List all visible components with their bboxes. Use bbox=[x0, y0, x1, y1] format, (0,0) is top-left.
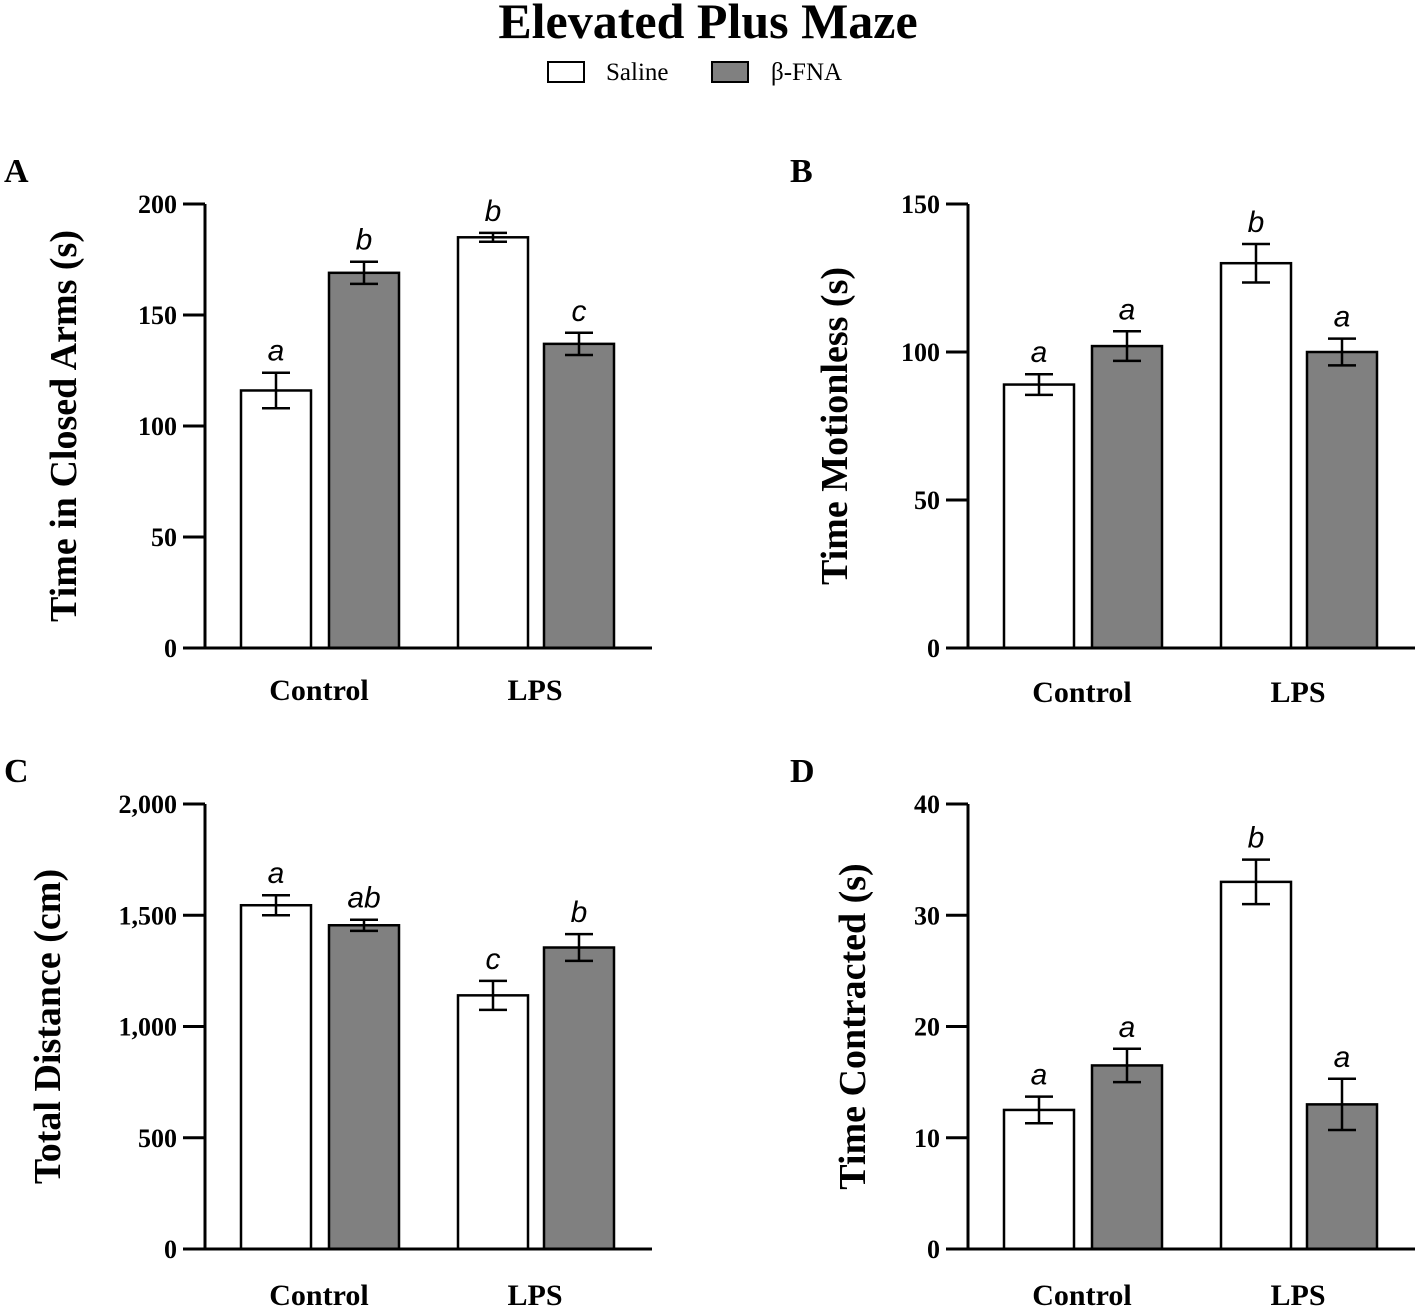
significance-label: a bbox=[1334, 1041, 1351, 1074]
panel-letter: A bbox=[4, 153, 29, 190]
bar-control-bfna bbox=[327, 924, 401, 1251]
y-tick-label: 500 bbox=[138, 1124, 177, 1153]
y-tick-label: 0 bbox=[164, 1235, 177, 1264]
error-bar bbox=[1242, 858, 1270, 906]
bar-lps-saline bbox=[1219, 261, 1293, 650]
error-bar bbox=[1328, 1077, 1356, 1132]
significance-label: a bbox=[268, 857, 285, 890]
significance-label: b bbox=[1248, 822, 1265, 855]
significance-label: a bbox=[1119, 1011, 1136, 1044]
y-tick-label: 50 bbox=[151, 523, 177, 552]
error-bar bbox=[1025, 1095, 1053, 1125]
error-bar bbox=[1328, 337, 1356, 367]
panel-letter: D bbox=[790, 753, 815, 790]
error-bar bbox=[1025, 372, 1053, 397]
x-category-label: LPS bbox=[507, 674, 562, 707]
y-tick-label: 1,000 bbox=[119, 1013, 178, 1042]
significance-label: b bbox=[1248, 206, 1265, 239]
bar-control-bfna bbox=[327, 271, 401, 650]
x-category-label: Control bbox=[1032, 676, 1131, 709]
x-category-label: Control bbox=[1032, 1279, 1131, 1310]
bar-control-saline bbox=[239, 903, 313, 1251]
bar-lps-bfna bbox=[542, 946, 616, 1251]
significance-label: ab bbox=[347, 882, 380, 915]
y-tick-label: 100 bbox=[901, 338, 940, 367]
panel-d: D Time Contracted (s) a b a a 0 10 20 30 40 Control… bbox=[790, 753, 1415, 1310]
legend-swatch-bfna bbox=[711, 61, 749, 83]
error-bar bbox=[1113, 330, 1141, 363]
error-bar bbox=[565, 932, 593, 963]
x-category-label: Control bbox=[269, 674, 368, 707]
panel-b: B Time Motionless (s) a b a a 0 50 100 150 Control… bbox=[790, 153, 1415, 709]
error-bar bbox=[350, 260, 378, 286]
y-axis-title: Time in Closed Arms (s) bbox=[43, 230, 85, 622]
error-bar bbox=[262, 371, 290, 410]
error-bar bbox=[479, 979, 507, 1012]
y-tick-label: 50 bbox=[914, 486, 940, 515]
error-bar bbox=[350, 918, 378, 933]
bar-control-bfna bbox=[1090, 344, 1164, 650]
y-tick-label: 100 bbox=[138, 412, 177, 441]
figure-title: Elevated Plus Maze bbox=[498, 0, 917, 49]
error-bar bbox=[1242, 242, 1270, 284]
x-category-label: LPS bbox=[1270, 676, 1325, 709]
significance-label: b bbox=[571, 896, 588, 929]
y-tick-label: 0 bbox=[927, 634, 940, 663]
x-category-label: Control bbox=[269, 1279, 368, 1310]
legend-label-saline: Saline bbox=[606, 59, 669, 86]
y-tick-label: 20 bbox=[914, 1013, 940, 1042]
significance-label: a bbox=[1119, 293, 1136, 326]
y-tick-label: 150 bbox=[138, 301, 177, 330]
y-tick-label: 150 bbox=[901, 190, 940, 219]
panel-a: A Time in Closed Arms (s) a b b c 0 50 100 150 200… bbox=[4, 153, 652, 707]
x-category-label: LPS bbox=[1270, 1279, 1325, 1310]
y-tick-label: 0 bbox=[164, 634, 177, 663]
bar-lps-saline bbox=[456, 236, 530, 650]
y-tick-label: 30 bbox=[914, 901, 940, 930]
significance-label: c bbox=[572, 295, 587, 328]
y-tick-label: 10 bbox=[914, 1124, 940, 1153]
error-bar bbox=[262, 893, 290, 917]
y-axis-title: Time Contracted (s) bbox=[832, 863, 874, 1189]
y-tick-label: 200 bbox=[138, 190, 177, 219]
bar-control-bfna bbox=[1090, 1064, 1164, 1251]
bar-control-saline bbox=[239, 389, 313, 650]
y-tick-label: 2,000 bbox=[119, 790, 178, 819]
bar-lps-bfna bbox=[542, 342, 616, 650]
bar-control-saline bbox=[1002, 383, 1076, 650]
y-tick-label: 0 bbox=[927, 1235, 940, 1264]
error-bar bbox=[1113, 1047, 1141, 1084]
panel-c: C Total Distance (cm) a c ab b 0 500 1,000 1,500 2… bbox=[4, 753, 652, 1310]
significance-label: a bbox=[1334, 301, 1351, 334]
significance-label: b bbox=[485, 195, 502, 228]
bar-lps-saline bbox=[456, 994, 530, 1251]
panel-letter: C bbox=[4, 753, 29, 790]
bar-lps-bfna bbox=[1305, 350, 1379, 650]
y-tick-label: 1,500 bbox=[119, 901, 178, 930]
significance-label: c bbox=[486, 943, 501, 976]
error-bar bbox=[479, 231, 507, 243]
y-tick-label: 40 bbox=[914, 790, 940, 819]
significance-label: a bbox=[1031, 336, 1048, 369]
legend: Saline β-FNA bbox=[547, 59, 842, 86]
bar-lps-saline bbox=[1219, 880, 1293, 1251]
legend-label-bfna: β-FNA bbox=[771, 59, 842, 86]
panel-letter: B bbox=[790, 153, 813, 190]
bar-control-saline bbox=[1002, 1108, 1076, 1251]
significance-label: a bbox=[1031, 1059, 1048, 1092]
error-bar bbox=[565, 331, 593, 357]
y-axis-title: Time Motionless (s) bbox=[814, 267, 856, 585]
legend-swatch-saline bbox=[547, 61, 585, 83]
significance-label: a bbox=[268, 335, 285, 368]
significance-label: b bbox=[356, 224, 373, 257]
x-category-label: LPS bbox=[507, 1279, 562, 1310]
y-axis-title: Total Distance (cm) bbox=[27, 869, 69, 1184]
